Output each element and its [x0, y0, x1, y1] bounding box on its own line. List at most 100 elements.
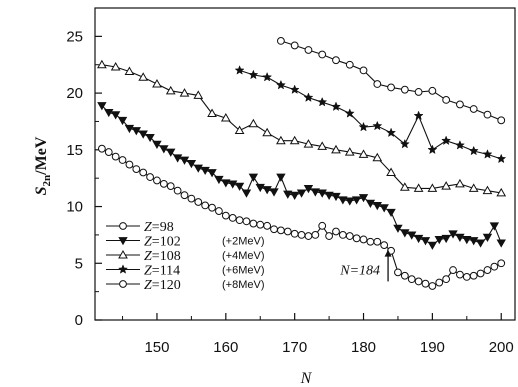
series-z114 — [234, 65, 507, 164]
legend-label-value: =108 — [152, 249, 181, 264]
data-point — [214, 175, 224, 185]
data-point — [386, 208, 396, 218]
data-point — [311, 231, 320, 239]
legend-label-symbol: Z — [144, 264, 152, 279]
data-point — [469, 271, 478, 280]
data-point — [290, 41, 299, 50]
data-point — [407, 275, 416, 284]
data-point — [400, 271, 409, 280]
data-point — [263, 221, 272, 230]
legend-marker — [119, 280, 127, 288]
data-point — [441, 135, 452, 146]
data-point — [318, 50, 327, 59]
data-point — [242, 217, 251, 226]
data-point — [317, 189, 327, 198]
data-point — [338, 196, 348, 205]
data-point — [132, 165, 141, 174]
x-axis-title: N — [300, 370, 313, 387]
data-point — [469, 105, 478, 113]
data-point — [97, 102, 107, 111]
series-z98 — [97, 144, 506, 290]
data-point — [442, 95, 451, 104]
data-point — [296, 189, 307, 198]
y-axis-title-unit: /MeV — [33, 136, 50, 176]
data-point — [358, 194, 369, 203]
data-point — [221, 211, 230, 220]
data-point — [351, 196, 362, 205]
y-axis-title-subscript: 2n — [41, 175, 53, 187]
data-point — [221, 179, 231, 188]
data-point — [441, 234, 451, 244]
x-tick-label: 180 — [351, 339, 376, 356]
legend-offset-label: (+2MeV) — [222, 236, 265, 248]
data-point — [289, 135, 300, 145]
data-point — [172, 154, 183, 163]
x-tick-label: 150 — [144, 339, 169, 356]
series-z120 — [277, 37, 506, 125]
data-point — [462, 236, 472, 245]
data-point — [138, 130, 148, 139]
data-point — [358, 121, 369, 132]
data-point — [476, 269, 485, 278]
data-point — [303, 184, 314, 194]
data-point — [228, 180, 238, 189]
y-tick-label: 5 — [75, 255, 83, 272]
data-point — [228, 213, 237, 222]
data-point — [372, 152, 383, 162]
data-point — [427, 144, 438, 155]
data-point — [146, 173, 154, 181]
data-point — [125, 160, 134, 169]
data-point — [97, 59, 107, 69]
data-point — [207, 108, 217, 118]
data-point — [358, 149, 369, 158]
data-point — [331, 144, 341, 154]
data-point — [262, 127, 272, 137]
data-point — [449, 266, 457, 274]
data-point — [490, 262, 499, 271]
data-point — [124, 66, 135, 76]
data-point — [179, 88, 190, 97]
data-point — [468, 145, 479, 156]
data-point — [318, 221, 327, 230]
legend-label-symbol: Z — [144, 278, 152, 293]
data-point — [324, 191, 334, 201]
data-point — [104, 148, 113, 156]
legend-label-value: =114 — [152, 264, 180, 279]
data-point — [241, 189, 252, 198]
data-point — [386, 127, 397, 138]
data-point — [456, 100, 464, 109]
annotation-arrow-head — [384, 249, 392, 257]
data-point — [262, 71, 273, 82]
data-point — [344, 108, 355, 118]
data-point — [455, 178, 465, 188]
data-point — [372, 202, 382, 211]
data-point — [414, 277, 423, 286]
data-point — [482, 149, 493, 159]
data-point — [407, 231, 417, 240]
plot-frame — [94, 7, 516, 321]
legend-label: Z=120 — [144, 278, 181, 293]
x-tick-label: 160 — [213, 339, 238, 356]
legend-label: Z=108 — [144, 249, 181, 264]
data-point — [201, 201, 210, 210]
data-point — [297, 231, 306, 239]
data-point — [165, 85, 176, 95]
data-point — [359, 66, 368, 75]
legend-marker — [117, 264, 129, 274]
y-tick-label: 10 — [66, 199, 83, 216]
data-point — [139, 168, 148, 177]
data-point — [304, 46, 313, 54]
legend: Z=98Z=102 (+2MeV)Z=108 (+4MeV)Z=114 (+6MeV)… — [106, 220, 265, 293]
data-point — [496, 153, 507, 164]
data-point — [234, 65, 245, 75]
data-point — [448, 230, 458, 239]
data-point — [310, 188, 321, 197]
data-point — [483, 110, 492, 119]
data-point — [325, 232, 333, 240]
data-point — [193, 90, 204, 99]
data-point — [220, 113, 231, 122]
series-line — [101, 64, 502, 194]
data-point — [456, 270, 464, 279]
x-tick-label: 190 — [420, 339, 445, 356]
data-point — [290, 229, 299, 238]
